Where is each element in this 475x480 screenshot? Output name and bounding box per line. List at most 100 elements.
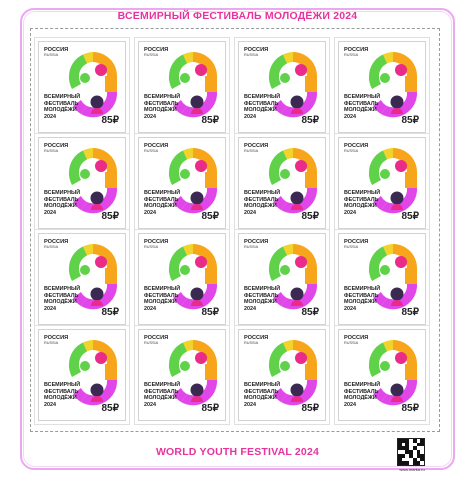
stamp-caption: ВСЕМИРНЫЙ ФЕСТИВАЛЬ МОЛОДЁЖИ 2024 bbox=[244, 382, 281, 408]
stamp-country-latin: RUSSIA bbox=[44, 341, 59, 345]
stamp-country: РОССИЯ bbox=[144, 47, 169, 53]
stamp-6[interactable]: РОССИЯ RUSSIA ВСЕМИРНЫЙ ФЕСТИВАЛЬ МОЛОДЁ… bbox=[135, 134, 229, 232]
qr-module bbox=[398, 442, 402, 447]
stamp-price: 85₽ bbox=[401, 403, 420, 414]
stamp-country: РОССИЯ bbox=[44, 47, 69, 53]
stamp-caption: ВСЕМИРНЫЙ ФЕСТИВАЛЬ МОЛОДЁЖИ 2024 bbox=[144, 286, 181, 312]
stamp-grid: РОССИЯ RUSSIA ВСЕМИРНЫЙ ФЕСТИВАЛЬ МОЛОДЁ… bbox=[35, 38, 429, 424]
stamp-caption: ВСЕМИРНЫЙ ФЕСТИВАЛЬ МОЛОДЁЖИ 2024 bbox=[244, 286, 281, 312]
festival-emblem-icon bbox=[68, 52, 118, 118]
stamp-country: РОССИЯ bbox=[44, 239, 69, 245]
stamp-10[interactable]: РОССИЯ RUSSIA ВСЕМИРНЫЙ ФЕСТИВАЛЬ МОЛОДЁ… bbox=[135, 230, 229, 328]
qr-caption: www.marka.ru bbox=[399, 467, 425, 472]
stamp-price: 85₽ bbox=[101, 403, 120, 414]
stamp-11[interactable]: РОССИЯ RUSSIA ВСЕМИРНЫЙ ФЕСТИВАЛЬ МОЛОДЁ… bbox=[235, 230, 329, 328]
stamp-country-latin: RUSSIA bbox=[244, 53, 259, 57]
stamp-caption: ВСЕМИРНЫЙ ФЕСТИВАЛЬ МОЛОДЁЖИ 2024 bbox=[244, 190, 281, 216]
stamp-price: 85₽ bbox=[101, 307, 120, 318]
festival-emblem-icon bbox=[268, 52, 318, 118]
festival-emblem-icon bbox=[168, 244, 218, 310]
festival-emblem-icon bbox=[168, 148, 218, 214]
stamp-caption: ВСЕМИРНЫЙ ФЕСТИВАЛЬ МОЛОДЁЖИ 2024 bbox=[244, 94, 281, 120]
stamp-country-latin: RUSSIA bbox=[44, 245, 59, 249]
stamp-caption: ВСЕМИРНЫЙ ФЕСТИВАЛЬ МОЛОДЁЖИ 2024 bbox=[44, 190, 81, 216]
stamp-3[interactable]: РОССИЯ RUSSIA ВСЕМИРНЫЙ ФЕСТИВАЛЬ МОЛОДЁ… bbox=[235, 38, 329, 136]
stamp-country-latin: RUSSIA bbox=[344, 53, 359, 57]
stamp-price: 85₽ bbox=[201, 211, 220, 222]
qr-module bbox=[401, 446, 406, 451]
festival-emblem-icon bbox=[368, 244, 418, 310]
stamp-price: 85₽ bbox=[101, 211, 120, 222]
qr-module bbox=[409, 450, 413, 454]
qr-module bbox=[409, 453, 413, 458]
stamp-caption: ВСЕМИРНЫЙ ФЕСТИВАЛЬ МОЛОДЁЖИ 2024 bbox=[44, 94, 81, 120]
stamp-country-latin: RUSSIA bbox=[244, 149, 259, 153]
stamp-price: 85₽ bbox=[301, 307, 320, 318]
stamp-caption: ВСЕМИРНЫЙ ФЕСТИВАЛЬ МОЛОДЁЖИ 2024 bbox=[144, 94, 181, 120]
qr-module bbox=[412, 457, 417, 462]
stamp-price: 85₽ bbox=[301, 403, 320, 414]
qr-module bbox=[420, 439, 424, 443]
qr-module bbox=[416, 453, 421, 458]
stamp-8[interactable]: РОССИЯ RUSSIA ВСЕМИРНЫЙ ФЕСТИВАЛЬ МОЛОДЁ… bbox=[335, 134, 429, 232]
stamp-country-latin: RUSSIA bbox=[144, 53, 159, 57]
stamp-1[interactable]: РОССИЯ RUSSIA ВСЕМИРНЫЙ ФЕСТИВАЛЬ МОЛОДЁ… bbox=[35, 38, 129, 136]
sheet-title-bottom: WORLD YOUTH FESTIVAL 2024 bbox=[155, 446, 320, 458]
stamp-5[interactable]: РОССИЯ RUSSIA ВСЕМИРНЫЙ ФЕСТИВАЛЬ МОЛОДЁ… bbox=[35, 134, 129, 232]
festival-emblem-icon bbox=[168, 52, 218, 118]
stamp-price: 85₽ bbox=[301, 115, 320, 126]
stamp-caption: ВСЕМИРНЫЙ ФЕСТИВАЛЬ МОЛОДЁЖИ 2024 bbox=[344, 190, 381, 216]
qr-module bbox=[405, 461, 410, 465]
festival-emblem-icon bbox=[268, 244, 318, 310]
qr-module bbox=[401, 461, 406, 465]
perforation-border bbox=[30, 28, 440, 432]
stamp-12[interactable]: РОССИЯ RUSSIA ВСЕМИРНЫЙ ФЕСТИВАЛЬ МОЛОДЁ… bbox=[335, 230, 429, 328]
stamp-country: РОССИЯ bbox=[344, 239, 369, 245]
stamp-caption: ВСЕМИРНЫЙ ФЕСТИВАЛЬ МОЛОДЁЖИ 2024 bbox=[44, 286, 81, 312]
stamp-country-latin: RUSSIA bbox=[144, 149, 159, 153]
qr-module bbox=[416, 450, 421, 454]
stamp-country: РОССИЯ bbox=[244, 47, 269, 53]
stamp-caption: ВСЕМИРНЫЙ ФЕСТИВАЛЬ МОЛОДЁЖИ 2024 bbox=[344, 286, 381, 312]
stamp-country: РОССИЯ bbox=[344, 143, 369, 149]
qr-code-icon[interactable] bbox=[397, 438, 425, 466]
stamp-price: 85₽ bbox=[101, 115, 120, 126]
stamp-country: РОССИЯ bbox=[244, 335, 269, 341]
stamp-country: РОССИЯ bbox=[244, 239, 269, 245]
stamp-4[interactable]: РОССИЯ RUSSIA ВСЕМИРНЫЙ ФЕСТИВАЛЬ МОЛОДЁ… bbox=[335, 38, 429, 136]
stamp-caption: ВСЕМИРНЫЙ ФЕСТИВАЛЬ МОЛОДЁЖИ 2024 bbox=[44, 382, 81, 408]
festival-emblem-icon bbox=[368, 340, 418, 406]
festival-emblem-icon bbox=[168, 340, 218, 406]
qr-module bbox=[398, 457, 402, 462]
qr-module bbox=[420, 453, 424, 458]
qr-module bbox=[412, 446, 417, 451]
qr-module bbox=[405, 446, 410, 451]
stamp-country-latin: RUSSIA bbox=[344, 245, 359, 249]
stamp-country-latin: RUSSIA bbox=[44, 149, 59, 153]
stamp-country: РОССИЯ bbox=[44, 143, 69, 149]
qr-module bbox=[405, 442, 410, 447]
qr-module bbox=[420, 442, 424, 447]
sheet-title-top: ВСЕМИРНЫЙ ФЕСТИВАЛЬ МОЛОДЁЖИ 2024 bbox=[117, 10, 358, 22]
stamp-2[interactable]: РОССИЯ RUSSIA ВСЕМИРНЫЙ ФЕСТИВАЛЬ МОЛОДЁ… bbox=[135, 38, 229, 136]
stamp-caption: ВСЕМИРНЫЙ ФЕСТИВАЛЬ МОЛОДЁЖИ 2024 bbox=[144, 190, 181, 216]
stamp-country-latin: RUSSIA bbox=[344, 149, 359, 153]
stamp-13[interactable]: РОССИЯ RUSSIA ВСЕМИРНЫЙ ФЕСТИВАЛЬ МОЛОДЁ… bbox=[35, 326, 129, 424]
qr-module bbox=[398, 446, 402, 451]
stamp-country-latin: RUSSIA bbox=[244, 341, 259, 345]
stamp-16[interactable]: РОССИЯ RUSSIA ВСЕМИРНЫЙ ФЕСТИВАЛЬ МОЛОДЁ… bbox=[335, 326, 429, 424]
sheet-frame bbox=[20, 8, 455, 470]
festival-emblem-icon bbox=[368, 52, 418, 118]
stamp-country: РОССИЯ bbox=[344, 47, 369, 53]
stamp-9[interactable]: РОССИЯ RUSSIA ВСЕМИРНЫЙ ФЕСТИВАЛЬ МОЛОДЁ… bbox=[35, 230, 129, 328]
festival-emblem-icon bbox=[268, 148, 318, 214]
qr-module bbox=[398, 453, 402, 458]
stamp-country: РОССИЯ bbox=[144, 335, 169, 341]
stamp-14[interactable]: РОССИЯ RUSSIA ВСЕМИРНЫЙ ФЕСТИВАЛЬ МОЛОДЁ… bbox=[135, 326, 229, 424]
stamp-15[interactable]: РОССИЯ RUSSIA ВСЕМИРНЫЙ ФЕСТИВАЛЬ МОЛОДЁ… bbox=[235, 326, 329, 424]
stamp-7[interactable]: РОССИЯ RUSSIA ВСЕМИРНЫЙ ФЕСТИВАЛЬ МОЛОДЁ… bbox=[235, 134, 329, 232]
sheet-frame-inner bbox=[23, 11, 452, 467]
qr-module bbox=[405, 439, 410, 443]
stamp-price: 85₽ bbox=[401, 115, 420, 126]
